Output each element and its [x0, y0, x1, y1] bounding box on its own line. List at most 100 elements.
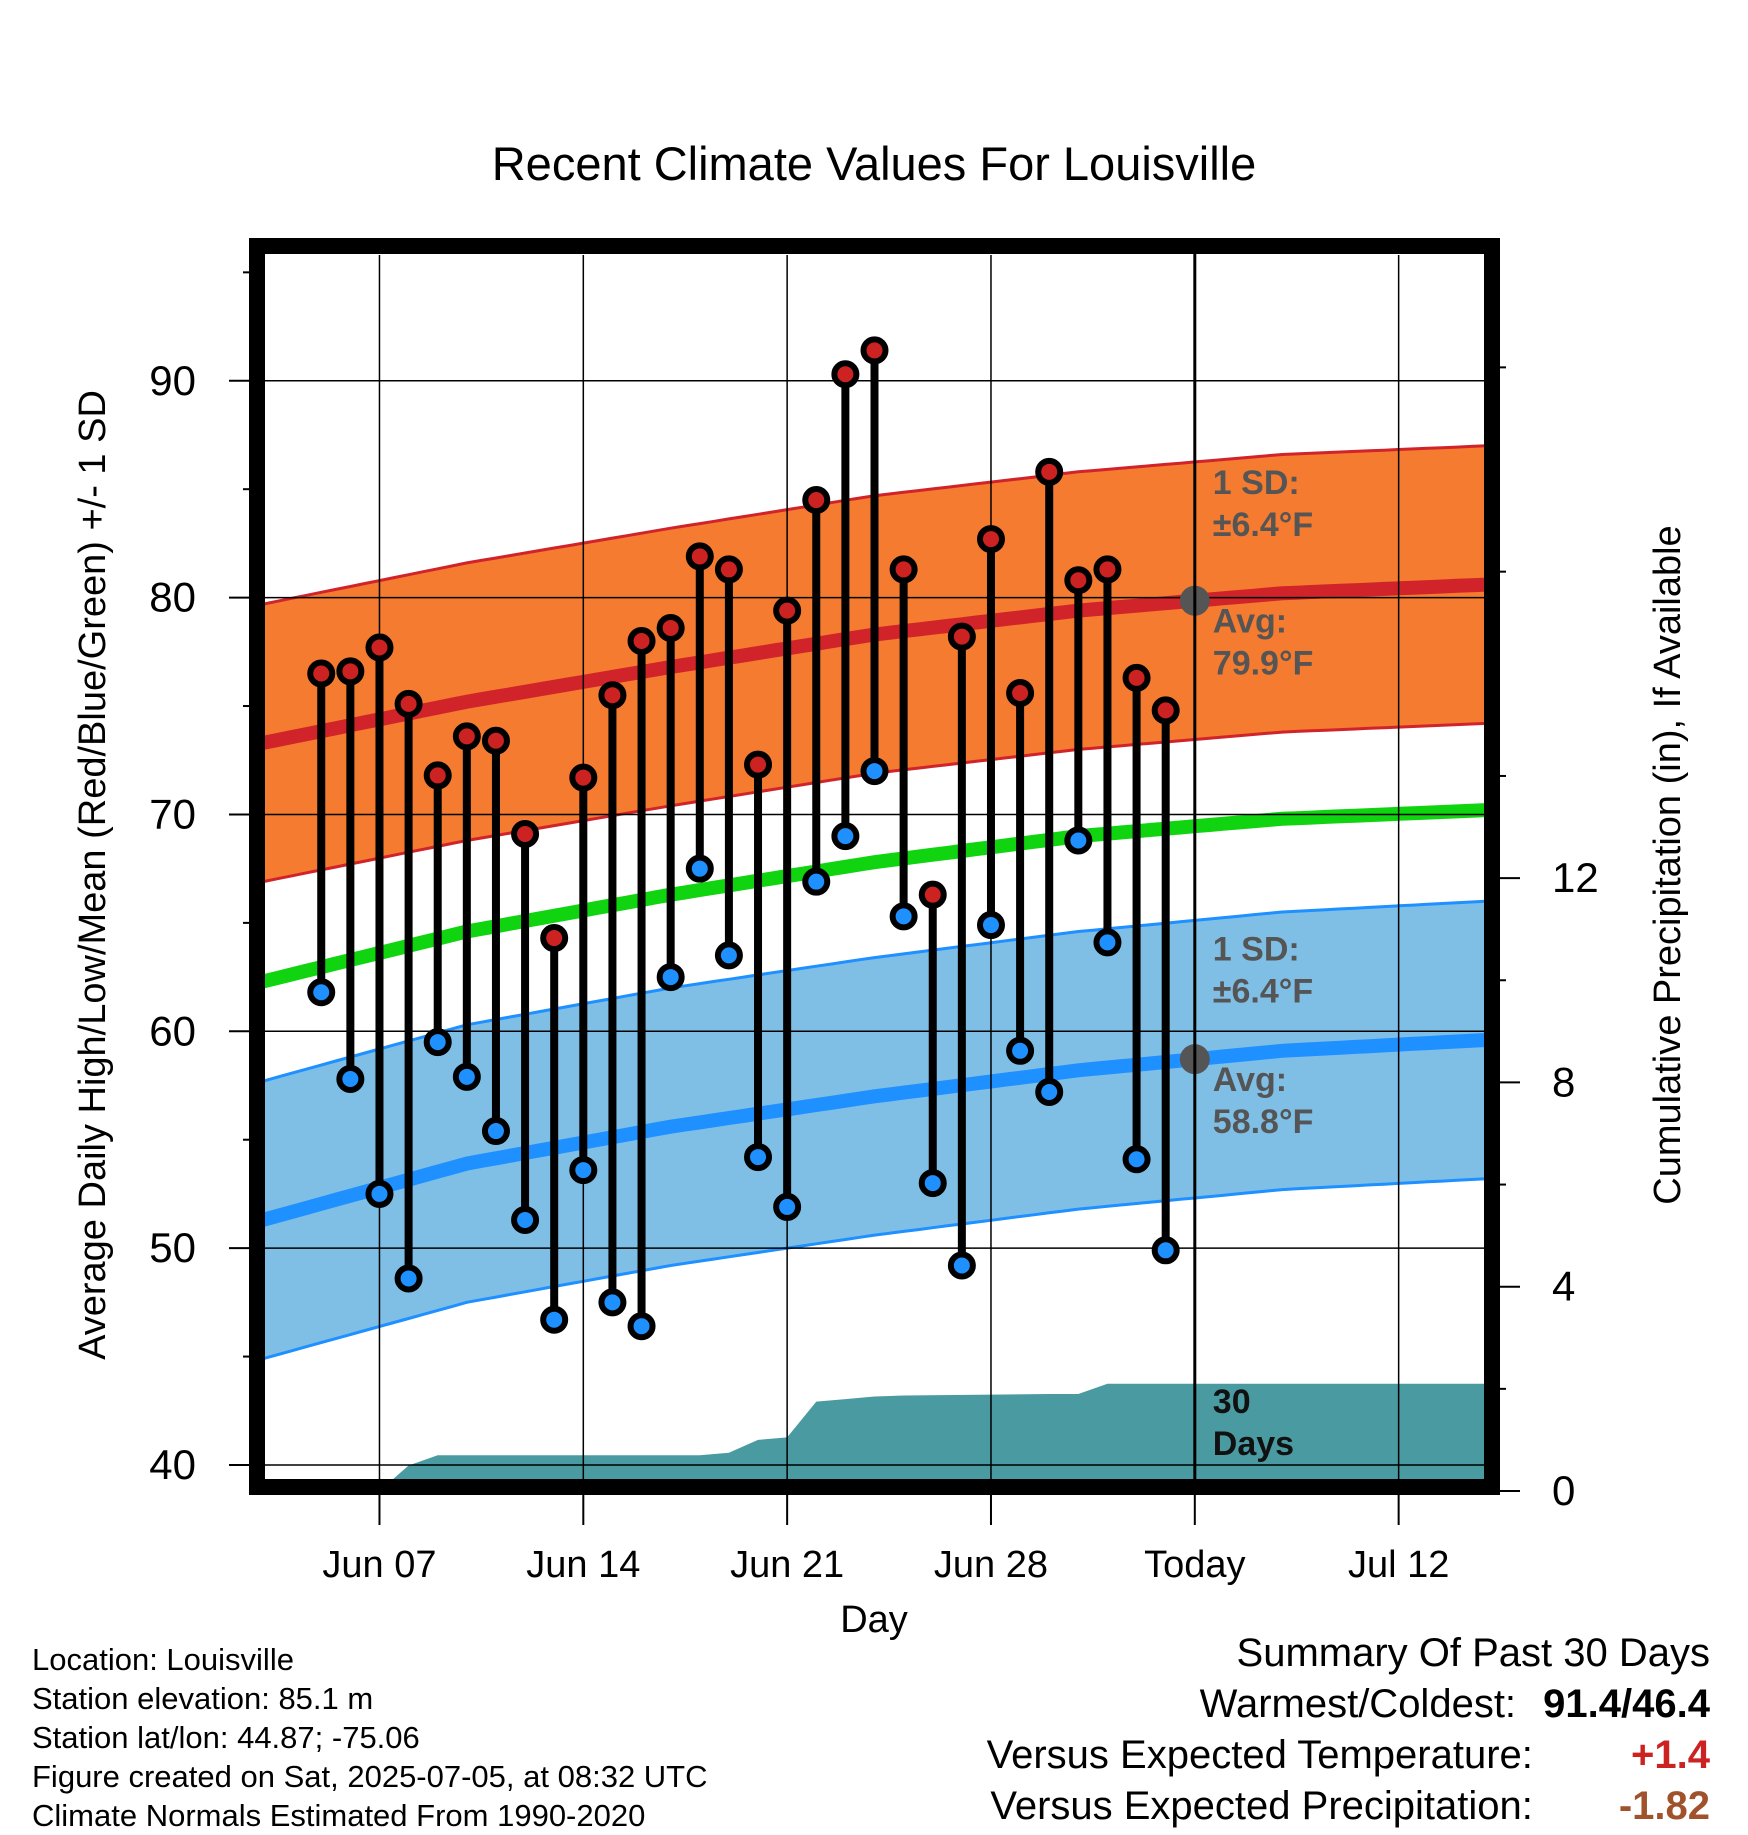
y-tick-label: 80 — [149, 574, 196, 621]
y2-tick-label: 12 — [1552, 854, 1599, 901]
precip-days-label: Days — [1213, 1425, 1294, 1463]
daily-high-point — [1064, 566, 1093, 595]
precip-value: -1.82 — [1618, 1784, 1710, 1828]
daily-high-point — [452, 722, 481, 751]
daily-low-point — [569, 1156, 598, 1185]
daily-low-point — [831, 822, 860, 851]
low-sd-label: 1 SD: — [1213, 930, 1300, 968]
daily-low-point — [1151, 1236, 1180, 1265]
daily-high-point — [336, 657, 365, 686]
y-tick-label: 90 — [149, 357, 196, 404]
daily-high-point — [1006, 679, 1035, 708]
warmest-coldest-value: 91.4/46.4 — [1543, 1682, 1710, 1726]
daily-low-point — [656, 963, 685, 992]
y-tick-label: 50 — [149, 1224, 196, 1271]
high-avg-value: 79.9°F — [1213, 645, 1314, 683]
low-sd-value: ±6.4°F — [1213, 972, 1313, 1010]
daily-high-point — [627, 626, 656, 655]
temp-row: Versus Expected Temperature: +1.4 — [987, 1730, 1710, 1781]
daily-high-point — [773, 596, 802, 625]
daily-high-point — [947, 622, 976, 651]
x-tick-label: Today — [1144, 1544, 1245, 1586]
elevation-text: Station elevation: 85.1 m — [32, 1681, 374, 1716]
daily-low-point — [773, 1192, 802, 1221]
temp-label: Versus Expected Temperature: — [986, 1733, 1533, 1777]
daily-low-point — [627, 1312, 656, 1341]
daily-high-point — [744, 750, 773, 779]
summary-heading: Summary Of Past 30 Days — [1236, 1631, 1710, 1675]
daily-low-point — [598, 1288, 627, 1317]
daily-high-point — [1035, 457, 1064, 486]
daily-low-point — [1122, 1145, 1151, 1174]
precip-days-number: 30 — [1213, 1383, 1251, 1421]
high-avg-label: Avg: — [1213, 603, 1287, 641]
daily-high-point — [511, 819, 540, 848]
x-tick-label: Jun 21 — [730, 1544, 844, 1586]
latlon-text: Station lat/lon: 44.87; -75.06 — [32, 1720, 420, 1755]
daily-high-point — [1122, 663, 1151, 692]
y2-tick-label: 8 — [1552, 1058, 1575, 1105]
precip-area — [379, 1383, 1486, 1491]
normals-text: Climate Normals Estimated From 1990-2020 — [32, 1798, 646, 1833]
low-avg-label: Avg: — [1213, 1061, 1287, 1099]
daily-low-point — [452, 1062, 481, 1091]
y-axis-label: Average Daily High/Low/Mean (Red/Blue/Gr… — [72, 390, 114, 1360]
daily-low-point — [860, 757, 889, 786]
daily-low-point — [685, 854, 714, 883]
daily-low-point — [947, 1251, 976, 1280]
x-axis-label: Day — [840, 1599, 908, 1641]
daily-high-point — [598, 681, 627, 710]
daily-low-point — [336, 1065, 365, 1093]
y-tick-label: 60 — [149, 1007, 196, 1054]
precip-row: Versus Expected Precipitation: -1.82 — [987, 1781, 1710, 1832]
daily-high-point — [831, 360, 860, 389]
daily-high-point — [540, 924, 569, 953]
daily-high-point — [889, 555, 918, 584]
y-tick-label: 70 — [149, 790, 196, 837]
x-tick-label: Jul 12 — [1348, 1544, 1449, 1586]
daily-high-point — [481, 726, 510, 755]
daily-low-point — [1064, 826, 1093, 855]
created-text: Figure created on Sat, 2025-07-05, at 08… — [32, 1759, 708, 1794]
daily-high-point — [918, 880, 947, 909]
daily-low-point — [802, 867, 831, 896]
plot-frame — [249, 238, 1500, 1495]
daily-high-point — [423, 761, 452, 790]
daily-low-point — [1093, 928, 1122, 957]
daily-low-point — [744, 1143, 773, 1172]
daily-high-point — [802, 486, 831, 515]
daily-high-point — [714, 555, 743, 584]
daily-high-point — [1151, 696, 1180, 725]
daily-low-point — [714, 941, 743, 970]
location-text: Location: Louisville — [32, 1642, 294, 1677]
y2-tick-label: 4 — [1552, 1263, 1575, 1310]
daily-low-point — [540, 1305, 569, 1334]
temp-value: +1.4 — [1631, 1733, 1710, 1777]
daily-low-point — [976, 911, 1005, 940]
daily-high-point — [860, 336, 889, 365]
high-sd-value: ±6.4°F — [1213, 506, 1313, 544]
y2-tick-label: 0 — [1552, 1467, 1575, 1514]
summary-panel: Summary Of Past 30 Days Warmest/Coldest:… — [987, 1628, 1710, 1832]
daily-high-point — [976, 525, 1005, 554]
daily-high-point — [1093, 555, 1122, 584]
daily-high-point — [569, 763, 598, 792]
daily-high-point — [365, 633, 394, 662]
daily-low-point — [1035, 1078, 1064, 1107]
high-sd-label: 1 SD: — [1213, 464, 1300, 502]
chart-title: Recent Climate Values For Louisville — [492, 137, 1257, 190]
daily-low-point — [365, 1179, 394, 1208]
daily-low-point — [307, 978, 336, 1007]
daily-high-point — [394, 689, 423, 718]
warmest-coldest-label: Warmest/Coldest: — [1199, 1682, 1517, 1726]
warmest-coldest-row: Warmest/Coldest: 91.4/46.4 — [987, 1679, 1710, 1730]
daily-high-point — [307, 659, 336, 688]
x-tick-label: Jun 07 — [322, 1544, 436, 1586]
daily-low-point — [423, 1028, 452, 1057]
low-avg-value: 58.8°F — [1213, 1103, 1314, 1141]
x-tick-label: Jun 14 — [526, 1544, 640, 1586]
daily-high-point — [656, 613, 685, 642]
y-tick-label: 40 — [149, 1441, 196, 1488]
daily-low-point — [511, 1205, 540, 1234]
